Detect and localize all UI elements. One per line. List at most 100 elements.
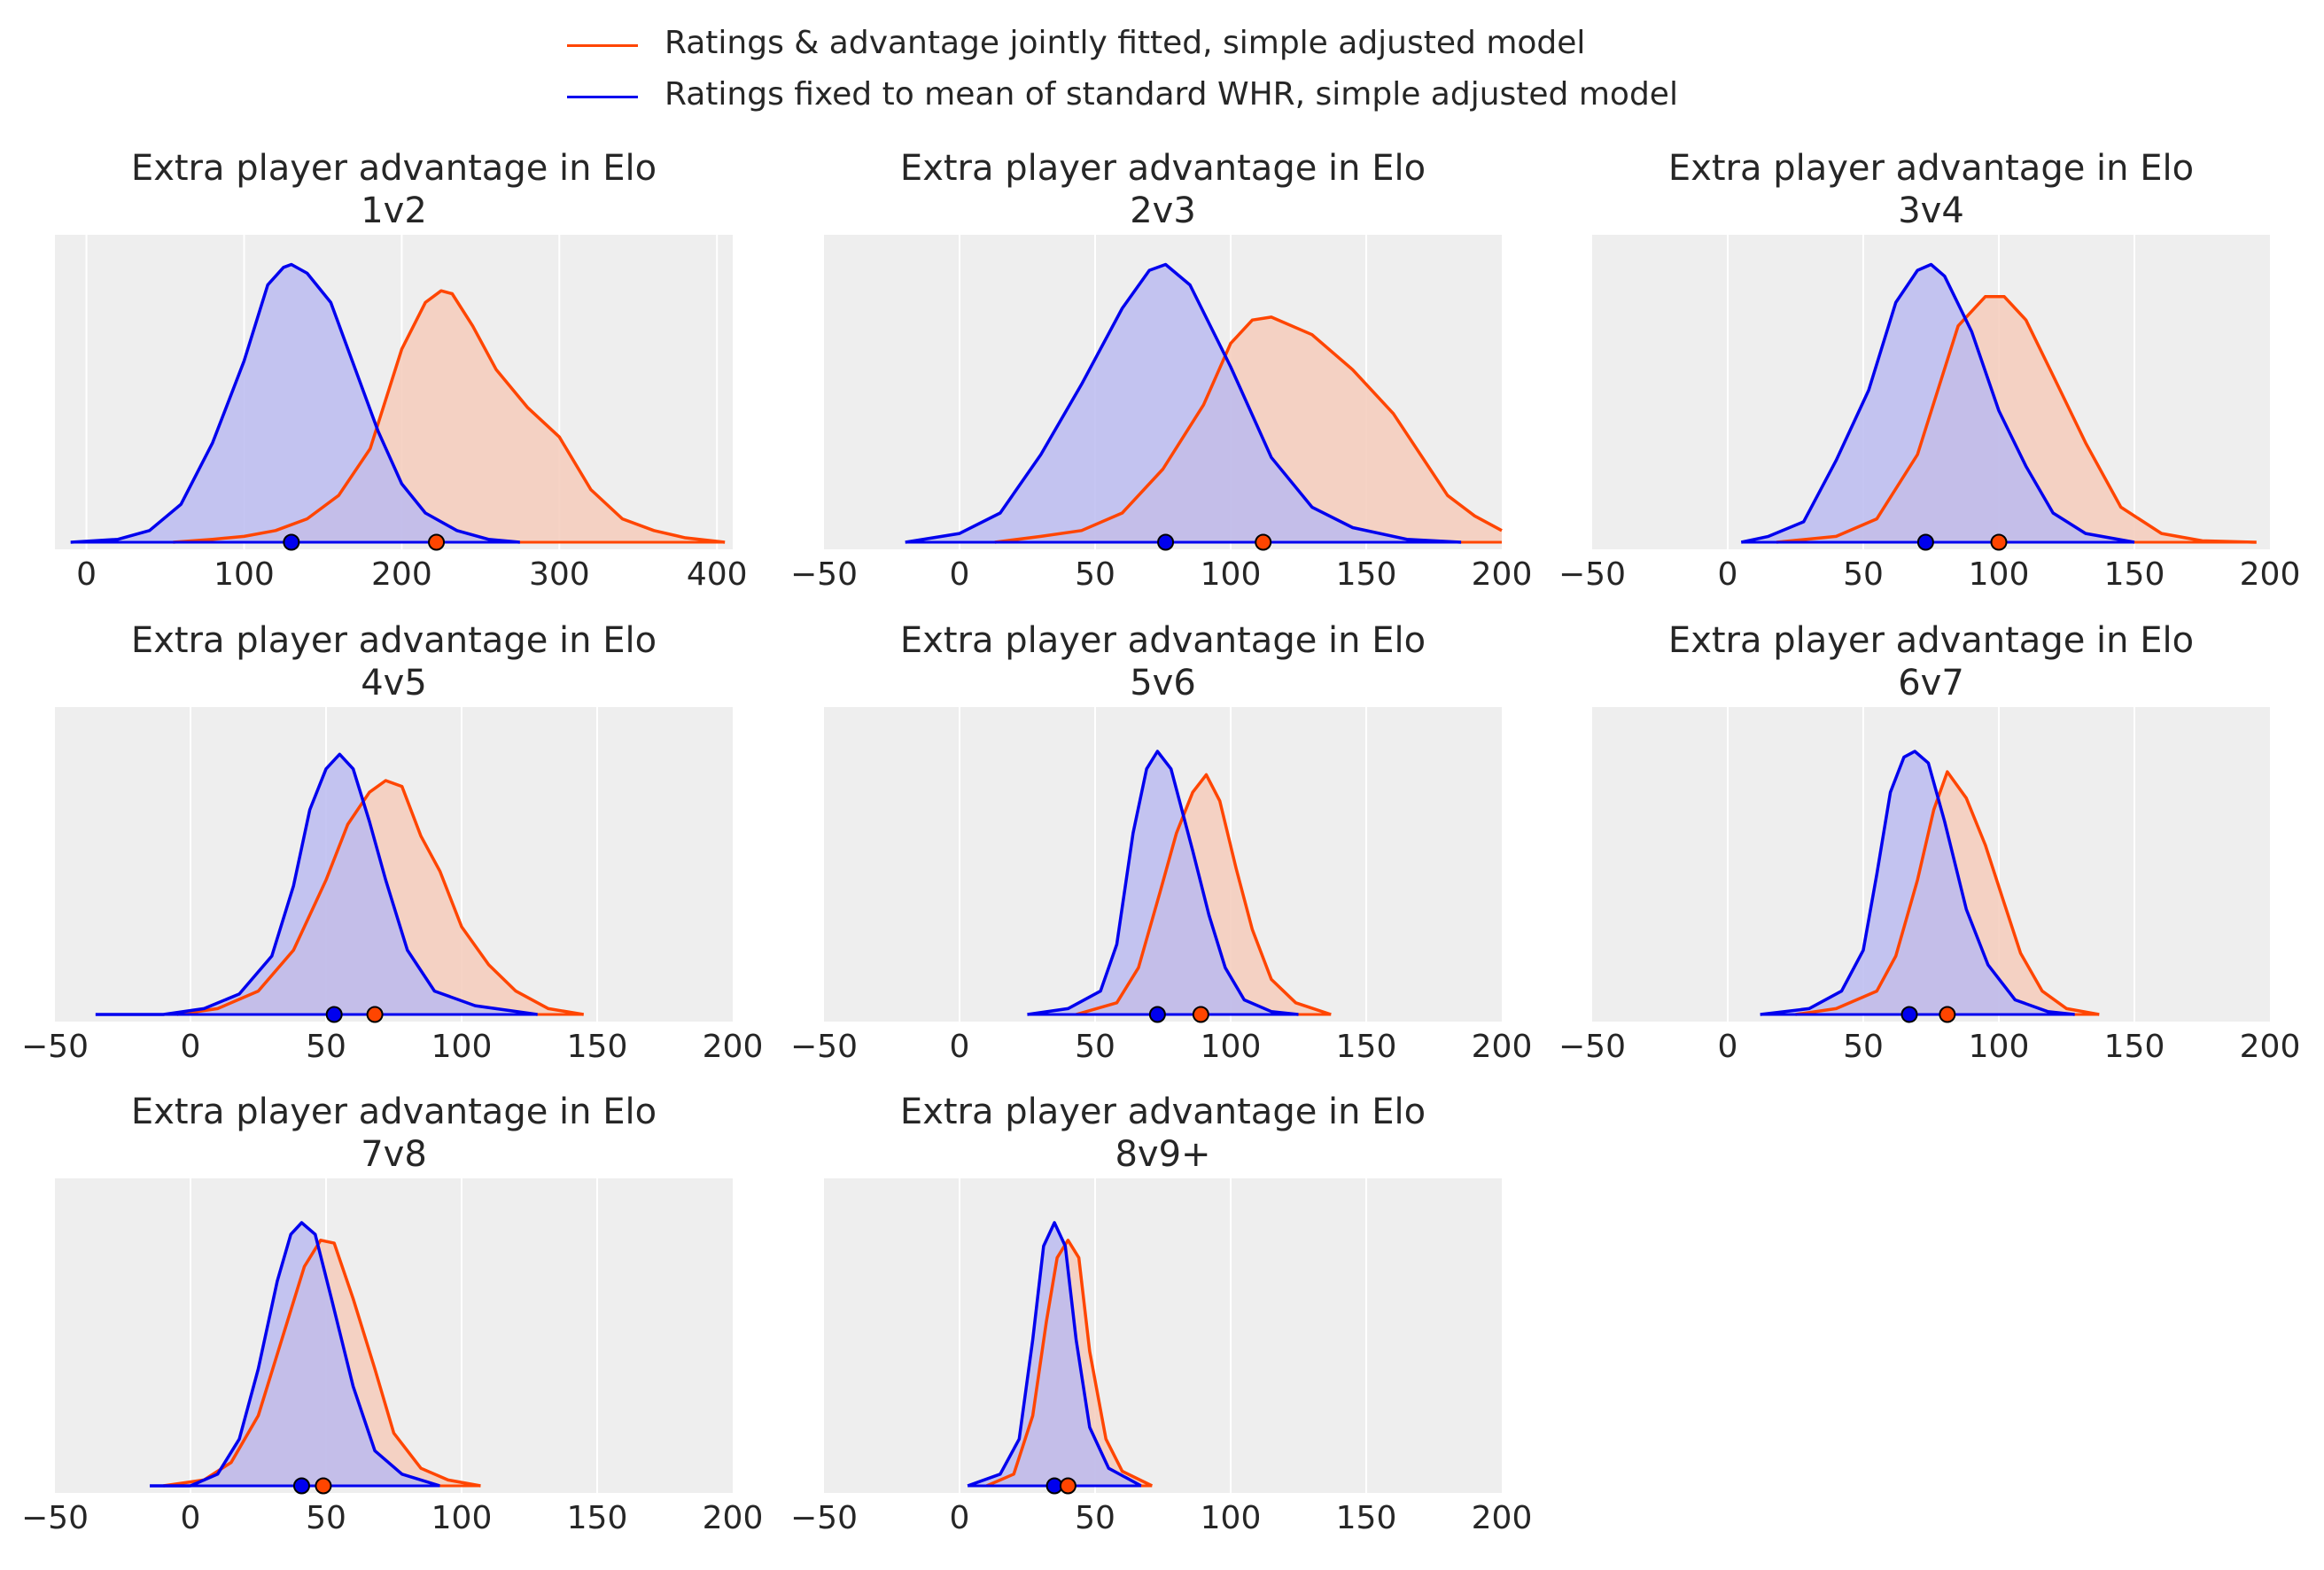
panel-subtitle: 6v7 <box>1898 663 1964 703</box>
point-estimate-fixed <box>325 1006 343 1023</box>
x-tick-label: 50 <box>1075 1500 1115 1536</box>
legend-label-fixed: Ratings fixed to mean of standard WHR, s… <box>665 76 1678 113</box>
legend-line-fixed <box>567 96 638 98</box>
panel-title: Extra player advantage in Elo 6v7 <box>1668 620 2194 703</box>
panel-7: Extra player advantage in Elo 7v8 −50 0 50 10… <box>21 1092 763 1536</box>
panel-title-line: Extra player advantage in Elo <box>900 1092 1426 1132</box>
point-estimate-joint <box>1059 1477 1077 1495</box>
panel-title: Extra player advantage in Elo 7v8 <box>131 1092 657 1175</box>
point-estimate-fixed <box>292 1477 310 1495</box>
x-tick-label: 200 <box>371 556 432 593</box>
panel-3: Extra player advantage in Elo 3v4 −50 0 50 10… <box>1558 148 2300 593</box>
point-estimate-joint <box>1255 533 1272 551</box>
x-tick-label: 100 <box>1201 1029 1262 1065</box>
x-tick-label: 150 <box>567 1029 628 1065</box>
x-tick-label: 400 <box>687 556 748 593</box>
panel-title: Extra player advantage in Elo 4v5 <box>131 620 657 703</box>
x-tick-label: 0 <box>950 1029 970 1065</box>
x-tick-label: 200 <box>1472 1029 1533 1065</box>
x-tick-label: 200 <box>1472 556 1533 593</box>
density-line-fixed <box>1027 750 1299 1016</box>
panel-title: Extra player advantage in Elo 2v3 <box>900 148 1426 231</box>
point-estimate-joint <box>1990 533 2008 551</box>
x-tick-label: −50 <box>21 1500 89 1536</box>
density-fill-fixed <box>905 264 1462 542</box>
panel-title: Extra player advantage in Elo 3v4 <box>1668 148 2194 231</box>
panel-title: Extra player advantage in Elo 8v9+ <box>900 1092 1426 1175</box>
x-tick-label: −50 <box>1558 556 1626 593</box>
panel-2: Extra player advantage in Elo 2v3 −50 0 50 10… <box>790 148 1532 593</box>
x-tick-label: 0 <box>950 556 970 593</box>
x-tick-label: 200 <box>2240 556 2301 593</box>
panel-1: Extra player advantage in Elo 1v2 0 100 200 3… <box>55 148 748 593</box>
x-tick-label: 0 <box>181 1029 201 1065</box>
x-tick-label: −50 <box>790 556 858 593</box>
x-tick-label: 100 <box>431 1029 493 1065</box>
x-tick-label: 300 <box>529 556 590 593</box>
point-estimate-joint <box>1939 1006 1956 1023</box>
x-tick-label: −50 <box>1558 1029 1626 1065</box>
panel-subtitle: 7v8 <box>361 1134 427 1175</box>
point-estimate-fixed <box>1148 1006 1166 1023</box>
x-tick-label: 100 <box>1201 556 1262 593</box>
density-fill-fixed <box>1741 264 2134 542</box>
density-line-joint <box>173 289 726 544</box>
x-tick-label: 150 <box>567 1500 628 1536</box>
x-tick-label: 50 <box>306 1029 346 1065</box>
x-tick-label: 50 <box>1075 1029 1115 1065</box>
x-tick-label: 200 <box>703 1500 764 1536</box>
x-tick-label: 150 <box>1336 556 1397 593</box>
panel-title: Extra player advantage in Elo 5v6 <box>900 620 1426 703</box>
point-estimate-joint <box>315 1477 332 1495</box>
density-line-fixed <box>905 262 1462 544</box>
x-tick-label: 150 <box>2104 1029 2165 1065</box>
x-tick-label: 0 <box>950 1500 970 1536</box>
panel-8: Extra player advantage in Elo 8v9+ −50 0 50 1… <box>790 1092 1532 1536</box>
density-fill-fixed <box>70 264 520 542</box>
x-tick-label: 0 <box>181 1500 201 1536</box>
point-estimate-joint <box>428 533 446 551</box>
panel-subtitle: 3v4 <box>1898 190 1964 231</box>
density-line-fixed <box>967 1221 1142 1488</box>
panel-subtitle: 2v3 <box>1130 190 1196 231</box>
density-fill-fixed <box>150 1223 440 1486</box>
x-tick-label: 200 <box>2240 1029 2301 1065</box>
density-line-joint <box>1795 770 2100 1016</box>
panel-title-line: Extra player advantage in Elo <box>900 148 1426 189</box>
x-tick-label: 100 <box>1201 1500 1262 1536</box>
x-tick-label: 50 <box>306 1500 346 1536</box>
panel-title-line: Extra player advantage in Elo <box>1668 620 2194 661</box>
x-tick-label: 0 <box>1718 1029 1738 1065</box>
density-line-joint <box>994 315 1503 544</box>
density-line-fixed <box>95 752 538 1016</box>
panel-title-line: Extra player advantage in Elo <box>1668 148 2194 189</box>
panel-title: Extra player advantage in Elo 1v2 <box>131 148 657 231</box>
density-line-joint <box>176 779 584 1016</box>
x-tick-label: 0 <box>1718 556 1738 593</box>
density-line-fixed <box>150 1221 441 1488</box>
panel-subtitle: 8v9+ <box>1115 1134 1210 1175</box>
x-tick-label: 100 <box>1969 1029 2030 1065</box>
x-tick-label: 150 <box>1336 1500 1397 1536</box>
legend-line-joint <box>567 44 638 47</box>
panel-subtitle: 1v2 <box>361 190 427 231</box>
x-tick-label: 150 <box>2104 556 2165 593</box>
panel-subtitle: 5v6 <box>1130 663 1196 703</box>
density-line-joint <box>1076 773 1332 1016</box>
density-fill-joint <box>173 291 726 542</box>
panel-4: Extra player advantage in Elo 4v5 −50 0 50 10… <box>21 620 763 1065</box>
point-estimate-fixed <box>1157 533 1175 551</box>
x-tick-label: 50 <box>1843 1029 1884 1065</box>
density-fill-joint <box>1776 296 2257 542</box>
panel-subtitle: 4v5 <box>361 663 427 703</box>
panel-title-line: Extra player advantage in Elo <box>131 1092 657 1132</box>
density-line-fixed <box>1760 750 2075 1016</box>
density-line-fixed <box>70 262 520 544</box>
density-fill-fixed <box>95 754 538 1014</box>
x-tick-label: 50 <box>1075 556 1115 593</box>
x-tick-label: 200 <box>1472 1500 1533 1536</box>
x-tick-label: −50 <box>790 1500 858 1536</box>
panel-6: Extra player advantage in Elo 6v7 −50 0 50 10… <box>1558 620 2300 1065</box>
panel-5: Extra player advantage in Elo 5v6 −50 0 50 10… <box>790 620 1532 1065</box>
